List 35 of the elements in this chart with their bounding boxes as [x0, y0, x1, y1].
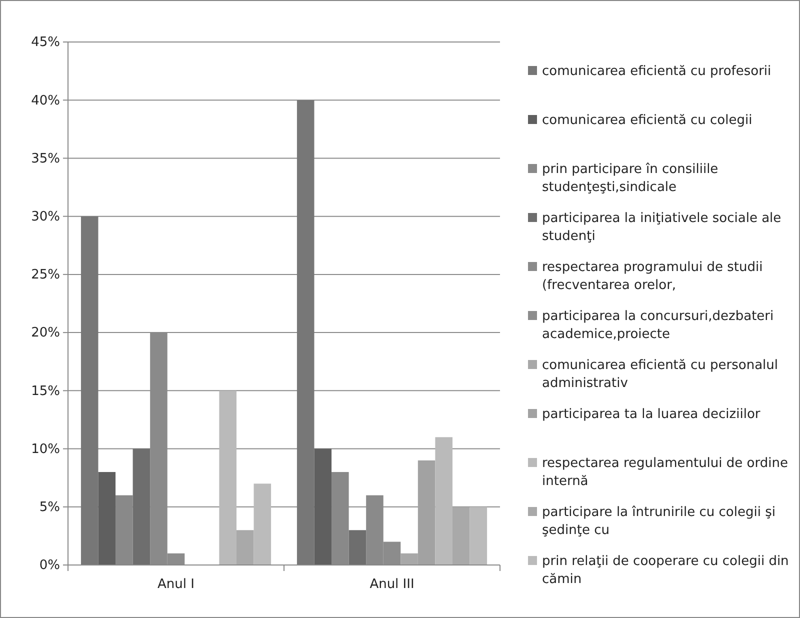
y-tick-label: 15% [31, 384, 60, 399]
x-tick-label: Anul III [370, 577, 414, 592]
bar [452, 506, 470, 565]
bar [348, 530, 366, 565]
legend-label: comunicarea eficientă cu colegii [542, 113, 752, 128]
bar [435, 437, 452, 565]
bar [254, 484, 272, 565]
bar [98, 472, 116, 565]
bar [219, 390, 236, 565]
bar [80, 216, 98, 565]
legend-label: participare la întrunirile cu colegii şi şedinţe cu [542, 505, 776, 538]
legend-label: prin relaţii de cooperare cu colegii din cămin [542, 554, 789, 587]
y-tick-label: 10% [31, 442, 60, 457]
y-tick-label: 5% [39, 500, 60, 516]
y-tick-label: 40% [31, 93, 60, 108]
y-tick-label: 45% [31, 35, 60, 50]
bar [470, 506, 488, 565]
y-tick-label: 20% [31, 326, 60, 341]
legend-label: participarea la concursuri,dezbateri academice,proiecte [542, 309, 774, 342]
bar [236, 530, 254, 565]
legend-label: comunicarea eficientă cu personalul administrativ [542, 358, 778, 391]
y-tick-label: 25% [31, 268, 60, 283]
legend-label: respectarea regulamentului de ordine internă [542, 456, 788, 489]
bar [296, 100, 314, 565]
legend-label: prin participare în consiliile studenţeşti,sindicale [542, 162, 718, 195]
y-tick-label: 30% [31, 209, 60, 224]
y-tick-label: 0% [39, 558, 60, 574]
legend-label: comunicarea eficientă cu profesorii [542, 64, 772, 79]
legend-label: participarea ta la luarea deciziilor [542, 407, 761, 422]
legend-label: respectarea programului de studii (frecventarea orelor, [542, 260, 763, 293]
x-tick-label: Anul I [158, 577, 194, 592]
bar [132, 448, 150, 565]
y-tick-label: 35% [31, 151, 60, 166]
legend-label: participarea la iniţiativele sociale ale studenţi [542, 211, 782, 244]
bar [314, 448, 332, 565]
